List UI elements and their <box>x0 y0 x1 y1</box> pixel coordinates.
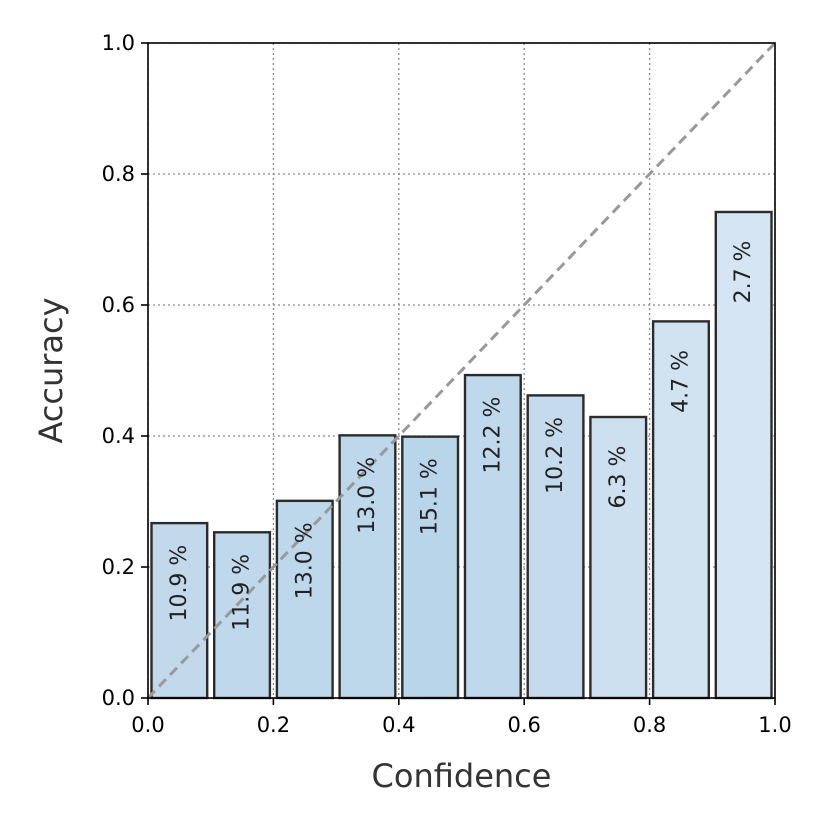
bar-label: 15.1 % <box>418 458 443 535</box>
bar-label: 11.9 % <box>230 554 255 631</box>
bar <box>401 435 460 700</box>
bar-label: 13.0 % <box>292 522 317 599</box>
y-axis-label: Accuracy <box>32 297 70 443</box>
plot-frame <box>147 42 776 699</box>
bar-labels: 10.9 % 11.9 % 13.0 % 13.0 % 15.1 % 12.2 % 10.2… <box>167 241 756 631</box>
bar-label: 13.0 % <box>355 457 380 534</box>
bar <box>212 531 272 700</box>
x-tick-label: 0.8 <box>633 713 666 737</box>
bar-label: 12.2 % <box>480 397 505 474</box>
x-tick-label: 0.2 <box>257 713 290 737</box>
y-tick-label: 0.0 <box>102 686 135 710</box>
y-tick-label: 0.2 <box>102 555 135 579</box>
bar-label: 10.9 % <box>167 545 192 622</box>
bar-label: 4.7 % <box>668 350 693 413</box>
y-tick-label: 0.4 <box>102 424 135 448</box>
y-tick-label: 0.8 <box>102 162 135 186</box>
x-tick-label: 0.6 <box>507 713 540 737</box>
bar <box>526 394 585 700</box>
y-tick-label: 0.6 <box>102 293 135 317</box>
x-tick-label: 0.0 <box>131 713 164 737</box>
x-tick-label: 1.0 <box>758 713 791 737</box>
y-tick-label: 1.0 <box>102 31 135 55</box>
bar-label: 2.7 % <box>731 241 756 304</box>
bar <box>338 434 397 700</box>
bars <box>150 210 773 700</box>
bar <box>150 521 209 700</box>
x-axis-label: Confidence <box>372 757 552 795</box>
bar-label: 10.2 % <box>543 417 568 494</box>
bar-label: 6.3 % <box>606 446 631 509</box>
bar <box>463 373 522 700</box>
perfect-calibration-line <box>146 41 777 700</box>
x-tick-label: 0.4 <box>382 713 415 737</box>
axis-ticks: 0.0 0.2 0.4 0.6 0.8 1.0 0.0 0.2 0.4 0.6 0.8 1.0 <box>102 31 792 737</box>
